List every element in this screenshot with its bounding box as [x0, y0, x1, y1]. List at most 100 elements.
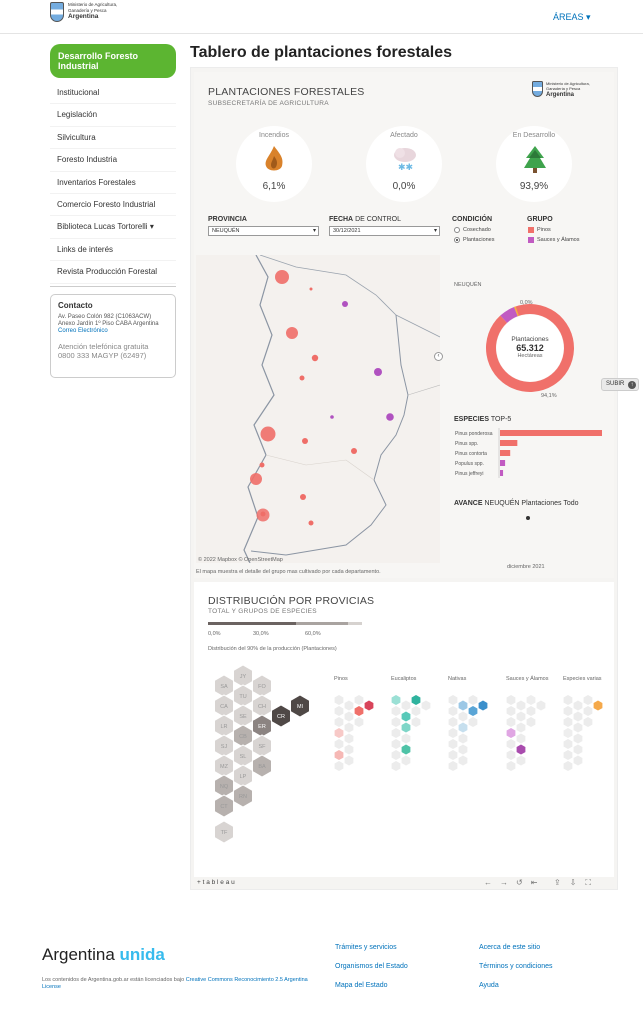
mini-hex[interactable]: [505, 694, 517, 706]
mini-hex[interactable]: [447, 716, 459, 728]
tableau-logo[interactable]: + t a b l e a u: [197, 879, 235, 886]
mini-hex[interactable]: [582, 694, 594, 706]
mini-hex[interactable]: [562, 705, 574, 717]
mini-hex[interactable]: [400, 710, 412, 723]
map-bubble-sauces[interactable]: [374, 368, 382, 376]
hex-province[interactable]: [214, 794, 234, 818]
mini-hex[interactable]: [505, 705, 517, 717]
mini-hex[interactable]: [410, 705, 422, 717]
areas-menu[interactable]: ÁREAS ▾: [553, 12, 591, 23]
bar[interactable]: [500, 440, 518, 446]
kpi-afectado[interactable]: Afectado ✱✱ 0,0%: [366, 126, 442, 202]
mini-hex[interactable]: [515, 732, 527, 745]
mini-hex[interactable]: [572, 743, 584, 756]
mini-hex[interactable]: [400, 754, 412, 767]
mini-hex[interactable]: [467, 716, 479, 728]
mini-hex[interactable]: [390, 705, 402, 717]
sidebar-item-comercio[interactable]: Comercio Foresto Industrial: [50, 194, 176, 217]
map-bubble-pinos[interactable]: [250, 473, 262, 485]
footer-link-organismos[interactable]: Organismos del Estado: [335, 963, 408, 970]
sidebar-item-biblioteca[interactable]: Biblioteca Lucas Tortorelli ▾: [50, 216, 176, 239]
subir-button[interactable]: SUBIR ↑: [601, 378, 639, 391]
hex-province[interactable]: [233, 784, 253, 808]
map-bubble-pinos[interactable]: [302, 438, 308, 444]
mini-hex[interactable]: [515, 699, 527, 712]
mini-hex[interactable]: [343, 754, 355, 767]
mini-hex[interactable]: [353, 705, 365, 717]
mini-hex[interactable]: [333, 760, 345, 772]
bar[interactable]: [500, 470, 504, 476]
fecha-select[interactable]: 30/12/2021: [329, 226, 440, 236]
mini-hex[interactable]: [447, 760, 459, 772]
kpi-incendios[interactable]: Incendios 6,1%: [236, 126, 312, 202]
sidebar-item-foresto-industria[interactable]: Foresto Industria: [50, 149, 176, 172]
reset-icon[interactable]: ⇤: [530, 878, 546, 887]
map-bubble-pinos[interactable]: [311, 354, 319, 362]
mini-hex[interactable]: [343, 721, 355, 734]
avance-dot[interactable]: [526, 516, 530, 520]
mini-hex[interactable]: [390, 727, 402, 739]
mini-hex[interactable]: [400, 732, 412, 745]
contact-email-link[interactable]: Correo Electrónico: [58, 328, 108, 334]
map-bubble-pinos[interactable]: [286, 327, 298, 339]
hex-province[interactable]: [214, 820, 234, 844]
mini-hex[interactable]: [582, 705, 594, 717]
map-bubble-pinos[interactable]: [256, 508, 270, 522]
mini-hex[interactable]: [333, 716, 345, 728]
sidebar-item-legislacion[interactable]: Legislación: [50, 104, 176, 127]
mini-hex[interactable]: [400, 721, 412, 734]
map-bubble-pinos[interactable]: [309, 287, 313, 291]
mini-hex[interactable]: [505, 738, 517, 750]
mini-hex[interactable]: [467, 705, 479, 717]
radio-button[interactable]: [454, 237, 460, 243]
mini-hex[interactable]: [505, 760, 517, 772]
mini-hex[interactable]: [333, 738, 345, 750]
map-attribution[interactable]: © 2022 Mapbox © OpenStreetMap: [198, 557, 283, 563]
sidebar-item-links[interactable]: Links de interés: [50, 239, 176, 262]
map-bubble-pinos[interactable]: [260, 426, 276, 442]
donut-chart[interactable]: [480, 298, 580, 398]
mini-hex[interactable]: [447, 694, 459, 706]
donut-slice-2[interactable]: [514, 306, 519, 317]
mini-hex[interactable]: [572, 710, 584, 723]
mini-hex[interactable]: [447, 749, 459, 761]
map-bubble-pinos[interactable]: [259, 462, 265, 468]
mini-hex[interactable]: [343, 710, 355, 723]
mini-hex[interactable]: [457, 732, 469, 745]
mini-hex[interactable]: [562, 694, 574, 706]
mini-hex[interactable]: [572, 754, 584, 767]
mini-hex[interactable]: [400, 743, 412, 756]
province-map[interactable]: [196, 255, 440, 563]
map-bubble-sauces[interactable]: [330, 415, 334, 419]
mini-hex[interactable]: [572, 721, 584, 734]
map-bubble-sauces[interactable]: [386, 413, 394, 421]
footer-link-terminos[interactable]: Términos y condiciones: [479, 963, 553, 970]
hex-province[interactable]: [271, 704, 291, 728]
mini-hex[interactable]: [457, 743, 469, 756]
footer-link-acerca[interactable]: Acerca de este sitio: [479, 944, 541, 951]
mini-hex[interactable]: [343, 743, 355, 756]
mini-hex[interactable]: [390, 760, 402, 772]
undo-icon[interactable]: ←: [484, 878, 500, 887]
sidebar-item-active[interactable]: Desarrollo Foresto Industrial: [50, 44, 176, 78]
mini-hex[interactable]: [390, 716, 402, 728]
mini-hex[interactable]: [572, 732, 584, 745]
mini-hex[interactable]: [353, 716, 365, 728]
footer-link-ayuda[interactable]: Ayuda: [479, 982, 499, 989]
mini-hex[interactable]: [333, 727, 345, 739]
ministry-logo[interactable]: Ministerio de Agricultura, Ganadería y P…: [50, 2, 117, 22]
bar[interactable]: [500, 460, 506, 466]
mini-hex[interactable]: [505, 727, 517, 739]
footer-link-tramites[interactable]: Trámites y servicios: [335, 944, 397, 951]
mini-hex[interactable]: [333, 705, 345, 717]
mini-hex[interactable]: [525, 705, 537, 717]
mini-hex[interactable]: [505, 716, 517, 728]
mini-hex[interactable]: [525, 716, 537, 728]
mini-hex[interactable]: [353, 694, 365, 706]
mini-hex[interactable]: [562, 738, 574, 750]
mini-hex[interactable]: [477, 699, 489, 712]
radio-button[interactable]: [454, 227, 460, 233]
mini-hex[interactable]: [390, 738, 402, 750]
revert-icon[interactable]: ↺: [516, 878, 531, 887]
mini-hex[interactable]: [515, 754, 527, 767]
